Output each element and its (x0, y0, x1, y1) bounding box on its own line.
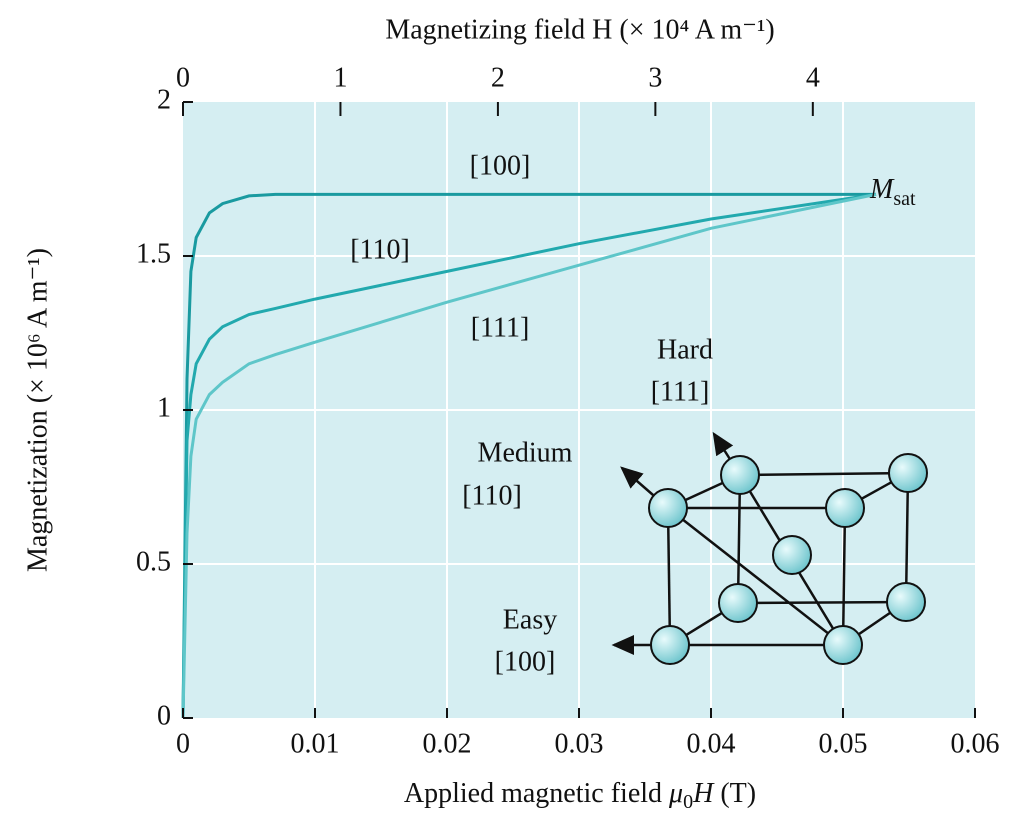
x-label-unit: (T) (713, 778, 756, 809)
x-tick-label: 0.06 (951, 728, 1000, 759)
hard-label: Hard (657, 334, 713, 365)
top-tick-label: 4 (806, 62, 820, 93)
easy-label: Easy (503, 604, 557, 635)
msat-symbol: M (869, 174, 895, 205)
x-tick-label: 0.05 (819, 728, 868, 759)
y-tick-label: 0 (157, 700, 171, 731)
series-label: [111] (471, 312, 530, 343)
series-line (181, 192, 877, 719)
series-line (181, 192, 876, 719)
msat-subscript: sat (893, 188, 916, 210)
y-axis-label: Magnetization (× 10⁶ A m⁻¹) (22, 248, 53, 572)
x-tick-label: 0.02 (423, 728, 472, 759)
x-tick-label: 0.04 (687, 728, 736, 759)
x-label-text: Applied magnetic field (404, 778, 669, 809)
x-tick-label: 0.01 (291, 728, 340, 759)
top-tick-label: 3 (648, 62, 662, 93)
x-tick-label: 0 (176, 728, 190, 759)
top-axis-label: Magnetizing field H (× 10⁴ A m⁻¹) (385, 14, 774, 45)
medium-direction: [110] (462, 480, 522, 511)
medium-label: Medium (478, 437, 573, 468)
crystal-diagram (611, 431, 928, 665)
top-tick-label: 0 (176, 62, 190, 93)
hard-direction: [111] (651, 376, 710, 407)
series-label: [100] (470, 150, 531, 181)
x-label-mu: μ (668, 778, 683, 809)
top-tick-label: 2 (491, 62, 505, 93)
x-label-h: H (692, 778, 715, 809)
msat-label: Msat (869, 174, 916, 209)
top-tick-label: 1 (333, 62, 347, 93)
y-tick-label: 2 (157, 84, 171, 115)
y-tick-label: 1.5 (136, 238, 171, 269)
series-label: [110] (350, 234, 410, 265)
x-label-sub: 0 (683, 791, 693, 813)
y-tick-label: 0.5 (136, 546, 171, 577)
y-tick-label: 1 (157, 392, 171, 423)
x-axis-label: Applied magnetic field μ0H (T) (404, 778, 756, 812)
series-line (181, 192, 877, 719)
easy-direction: [100] (495, 646, 556, 677)
x-tick-label: 0.03 (555, 728, 604, 759)
